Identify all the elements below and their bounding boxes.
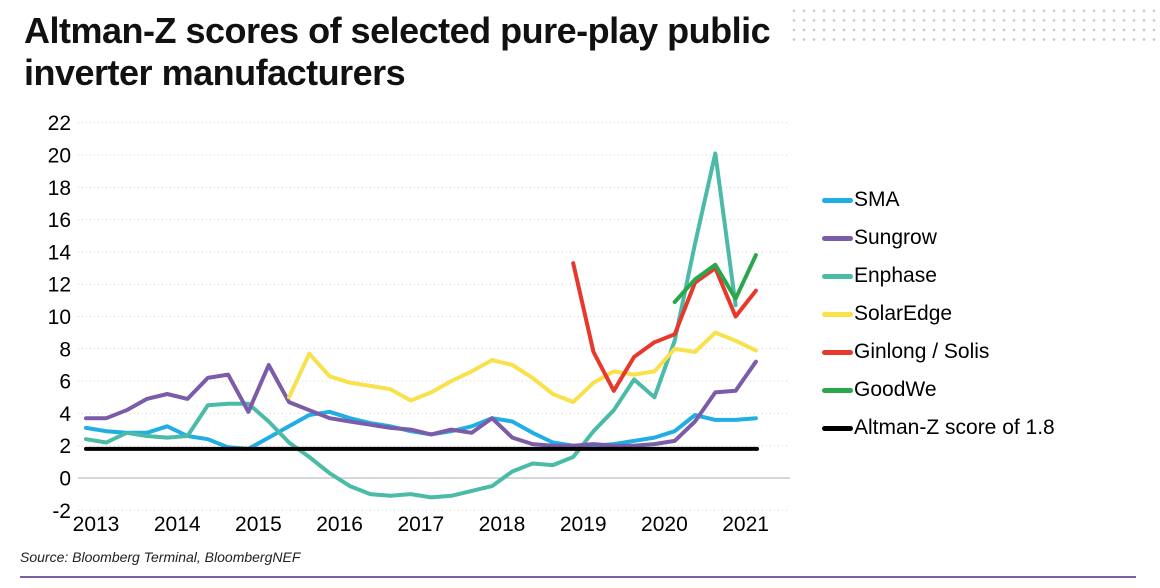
y-axis-tick-label: 0 [59, 468, 71, 491]
y-axis-tick-label: 6 [59, 371, 71, 394]
series-line-ginlong-solis [571, 261, 758, 393]
legend-item-solaredge: SolarEdge [822, 302, 1055, 325]
y-axis-tick-label: 2 [59, 435, 71, 458]
legend-label: Sungrow [854, 226, 937, 249]
legend-item-goodwe: GoodWe [822, 378, 1055, 401]
legend-label: Ginlong / Solis [854, 340, 990, 363]
x-axis-tick-label: 2013 [73, 513, 120, 536]
y-axis-tick-label: 18 [48, 177, 71, 200]
x-axis-tick-label: 2019 [560, 513, 607, 536]
page-title: Altman-Z scores of selected pure-play pu… [24, 10, 771, 93]
ginlong-line-swatch [822, 349, 853, 355]
solaredge-line-swatch [822, 311, 853, 317]
series-line-goodwe [672, 253, 758, 304]
y-axis-tick-label: 22 [48, 112, 71, 135]
x-axis-tick-label: 2020 [641, 513, 688, 536]
y-axis-tick-label: 20 [48, 145, 71, 168]
legend-label: GoodWe [854, 378, 937, 401]
dot-pattern-decoration [789, 6, 1157, 46]
x-axis-tick-label: 2016 [316, 513, 363, 536]
y-axis-tick-label: 14 [48, 241, 72, 264]
legend-label: SolarEdge [854, 302, 953, 325]
legend-item-enphase: Enphase [822, 264, 1055, 287]
sma-line-swatch [822, 197, 853, 203]
legend-label: Enphase [854, 264, 937, 287]
series-line-solaredge [287, 330, 758, 405]
x-axis-tick-label: 2017 [397, 513, 444, 536]
x-axis-tick-label: 2018 [479, 513, 526, 536]
y-axis-tick-label: 16 [48, 209, 71, 232]
y-axis-tick-label: 12 [48, 274, 71, 297]
enphase-line-swatch [822, 273, 853, 279]
reference-line-swatch [822, 425, 853, 431]
y-axis-tick-label: 4 [59, 403, 71, 426]
sungrow-line-swatch [822, 235, 853, 241]
chart-legend: SMA Sungrow Enphase SolarEdge Ginlong / … [822, 188, 1055, 455]
y-axis-tick-label: 10 [48, 306, 71, 329]
source-note: Source: Bloomberg Terminal, BloombergNEF [20, 549, 301, 565]
x-axis-tick-label: 2014 [154, 513, 201, 536]
bottom-rule [20, 576, 1136, 578]
y-axis-tick-label: -2 [52, 500, 71, 523]
legend-item-sma: SMA [822, 188, 1055, 211]
legend-label: SMA [854, 188, 900, 211]
legend-item-altman-threshold: Altman-Z score of 1.8 [822, 416, 1055, 439]
x-axis-tick-label: 2021 [722, 513, 769, 536]
series-line-sungrow [84, 359, 758, 448]
series-line-enphase [84, 151, 738, 500]
y-axis-tick-label: 8 [59, 338, 71, 361]
legend-label: Altman-Z score of 1.8 [854, 416, 1055, 439]
legend-item-sungrow: Sungrow [822, 226, 1055, 249]
goodwe-line-swatch [822, 387, 853, 393]
legend-item-ginlong-solis: Ginlong / Solis [822, 340, 1055, 363]
x-axis-tick-label: 2015 [235, 513, 282, 536]
